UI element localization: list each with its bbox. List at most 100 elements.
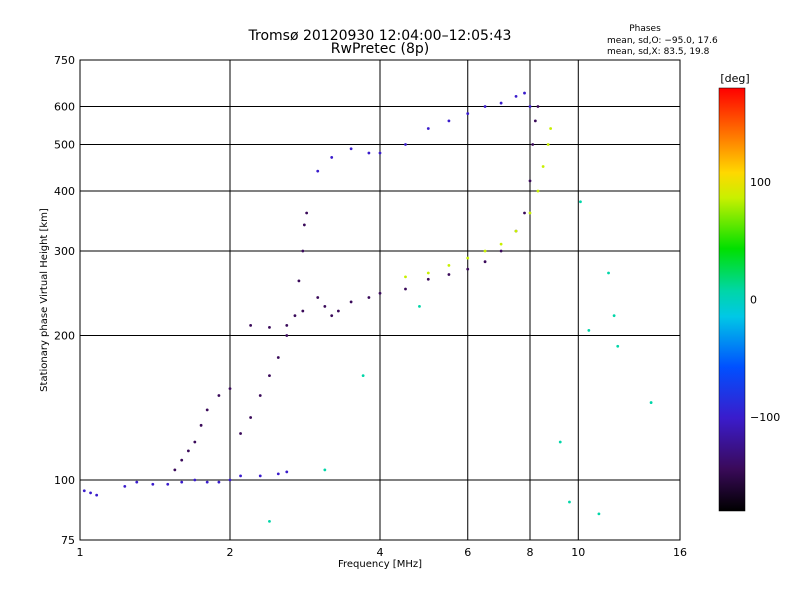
y-tick-label: 750 (54, 54, 75, 67)
data-point (323, 305, 327, 308)
data-point (228, 387, 232, 391)
data-point (426, 277, 430, 281)
data-point (95, 493, 99, 497)
data-point (323, 468, 327, 472)
data-point (483, 260, 487, 264)
data-point (217, 394, 221, 397)
data-point (305, 211, 309, 215)
data-point (447, 263, 451, 267)
data-point (285, 470, 289, 474)
data-point (239, 432, 242, 435)
chart-subtitle: RwPretec (8p) (331, 41, 429, 57)
data-point (285, 323, 289, 327)
data-point (316, 296, 320, 299)
data-point (568, 500, 571, 504)
data-point (367, 296, 371, 299)
y-tick-label: 75 (61, 534, 75, 547)
data-point (297, 279, 301, 283)
data-point (89, 491, 92, 495)
data-point (205, 408, 209, 412)
data-point (649, 401, 653, 404)
colorbar-tick-label: −100 (750, 411, 780, 424)
x-tick-label: 16 (673, 546, 687, 559)
plot-frame (79, 59, 681, 541)
data-point (316, 169, 320, 173)
data-points (82, 91, 653, 523)
data-point (607, 271, 610, 275)
data-point (336, 309, 340, 313)
colorbar-tick-label: 100 (750, 176, 771, 189)
data-point (217, 480, 221, 484)
data-point (361, 374, 365, 378)
data-point (349, 300, 353, 304)
axis-ticks: 1 2 4 6 8 10 16 75 100 200 300 400 500 600 750 (54, 54, 687, 559)
gridlines (80, 60, 680, 540)
data-point (528, 211, 532, 215)
data-point (258, 394, 262, 397)
x-tick-label: 8 (527, 546, 534, 559)
data-point (549, 127, 553, 130)
data-point (151, 482, 155, 486)
data-point (199, 423, 203, 427)
data-point (276, 356, 280, 359)
data-point (180, 458, 184, 462)
data-point (499, 249, 503, 253)
data-point (514, 229, 518, 233)
data-point (186, 449, 190, 453)
data-point (404, 287, 407, 291)
data-point (193, 478, 197, 482)
data-point (135, 480, 139, 484)
chart-title: Tromsø 20120930 12:04:00–12:05:43 (248, 28, 512, 44)
phases-o-stats: mean, sd,O: −95.0, 17.6 (607, 36, 718, 46)
data-point (426, 271, 430, 275)
data-point (301, 309, 305, 313)
data-point (546, 143, 550, 146)
colorbar-tick-label: 0 (750, 294, 757, 307)
data-point (533, 119, 537, 123)
x-tick-label: 6 (464, 546, 471, 559)
data-point (483, 249, 487, 253)
data-point (123, 484, 127, 488)
data-point (466, 267, 470, 271)
data-point (249, 323, 253, 327)
data-point (228, 478, 232, 482)
x-tick-label: 1 (77, 546, 84, 559)
data-point (330, 156, 334, 159)
x-tick-label: 2 (227, 546, 234, 559)
data-point (536, 105, 540, 108)
data-point (558, 440, 562, 444)
data-point (447, 119, 451, 123)
data-point (349, 147, 353, 151)
data-point (466, 256, 470, 260)
y-tick-label: 500 (54, 139, 75, 152)
data-point (82, 489, 86, 493)
data-point (378, 151, 382, 155)
data-point (293, 314, 297, 318)
data-point (258, 474, 262, 478)
data-point (531, 143, 535, 146)
x-axis-label: Frequency [MHz] (338, 559, 422, 570)
data-point (249, 416, 253, 419)
y-tick-label: 400 (54, 185, 75, 198)
phases-heading: Phases (629, 24, 661, 34)
data-point (193, 440, 197, 444)
data-point (276, 472, 280, 476)
data-point (268, 325, 271, 329)
data-point (268, 519, 271, 523)
data-point (597, 512, 601, 516)
data-point (528, 105, 532, 108)
data-point (466, 112, 470, 115)
data-point (418, 305, 421, 308)
colorbar (718, 87, 746, 512)
data-point (268, 374, 271, 378)
y-axis-label: Stationary phase Virtual Height [km] (39, 208, 50, 392)
data-point (180, 480, 184, 484)
data-point (378, 291, 382, 295)
y-tick-label: 200 (54, 330, 75, 343)
y-tick-label: 600 (54, 101, 75, 114)
colorbar-label: [deg] (720, 72, 749, 85)
data-point (612, 314, 616, 318)
data-point (499, 101, 503, 105)
data-point (528, 179, 532, 183)
